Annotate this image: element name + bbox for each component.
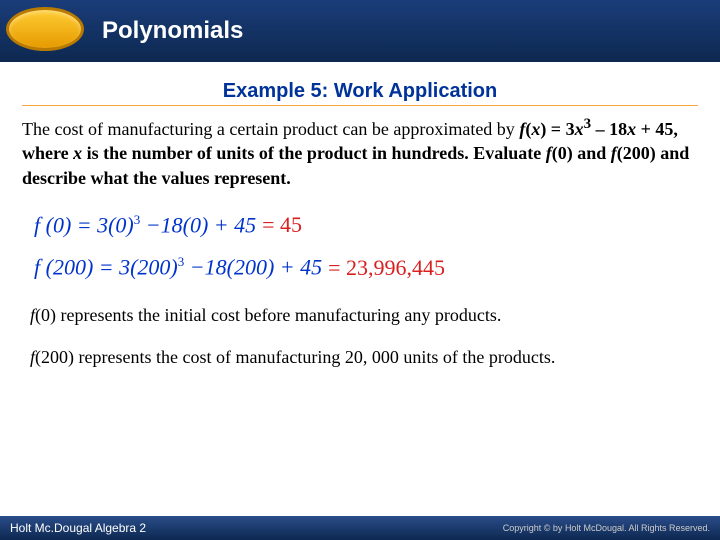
equations-block: f (0) = 3(0)3 −18(0) + 45 = 45 f (200) =… xyxy=(34,212,698,281)
content-area: Example 5: Work Application The cost of … xyxy=(0,62,720,369)
problem-x2: x xyxy=(575,119,584,139)
problem-t8: – 18 xyxy=(591,119,627,139)
header-bar: Polynomials xyxy=(0,0,720,62)
interpretation-1: f(0) represents the initial cost before … xyxy=(30,303,698,327)
problem-t14: (0) and xyxy=(552,143,611,163)
problem-sup: 3 xyxy=(584,116,592,132)
equation-1: f (0) = 3(0)3 −18(0) + 45 = 45 xyxy=(34,212,698,238)
interpretation-2: f(200) represents the cost of manufactur… xyxy=(30,345,698,369)
eq2-result: = 23,996,445 xyxy=(328,255,445,281)
eq1-result: = 45 xyxy=(262,212,302,238)
footer-bar: Holt Mc.Dougal Algebra 2 Copyright © by … xyxy=(0,516,720,540)
footer-left: Holt Mc.Dougal Algebra 2 xyxy=(10,521,146,535)
footer-right: Copyright © by Holt McDougal. All Rights… xyxy=(503,523,710,533)
interp2-text: (200) represents the cost of manufacturi… xyxy=(35,347,555,367)
problem-x3: x xyxy=(627,119,636,139)
problem-x1: x xyxy=(531,119,540,139)
eq2-lhs: f (200) = 3(200) xyxy=(34,255,178,280)
example-title: Example 5: Work Application xyxy=(22,80,698,106)
problem-text: The cost of manufacturing a certain prod… xyxy=(22,114,698,190)
header-oval xyxy=(6,7,84,51)
eq1-lhs: f (0) = 3(0) xyxy=(34,212,134,237)
eq1-mid: −18(0) + 45 xyxy=(140,212,256,237)
problem-x4: x xyxy=(73,143,82,163)
problem-t5: ) = 3 xyxy=(540,119,574,139)
problem-t1: The cost of manufacturing a certain prod… xyxy=(22,119,519,139)
eq2-mid: −18(200) + 45 xyxy=(184,255,322,280)
equation-2: f (200) = 3(200)3 −18(200) + 45 = 23,996… xyxy=(34,254,698,280)
problem-t12: is the number of units of the product in… xyxy=(82,143,546,163)
header-title: Polynomials xyxy=(102,17,243,45)
interp1-text: (0) represents the initial cost before m… xyxy=(35,305,501,325)
